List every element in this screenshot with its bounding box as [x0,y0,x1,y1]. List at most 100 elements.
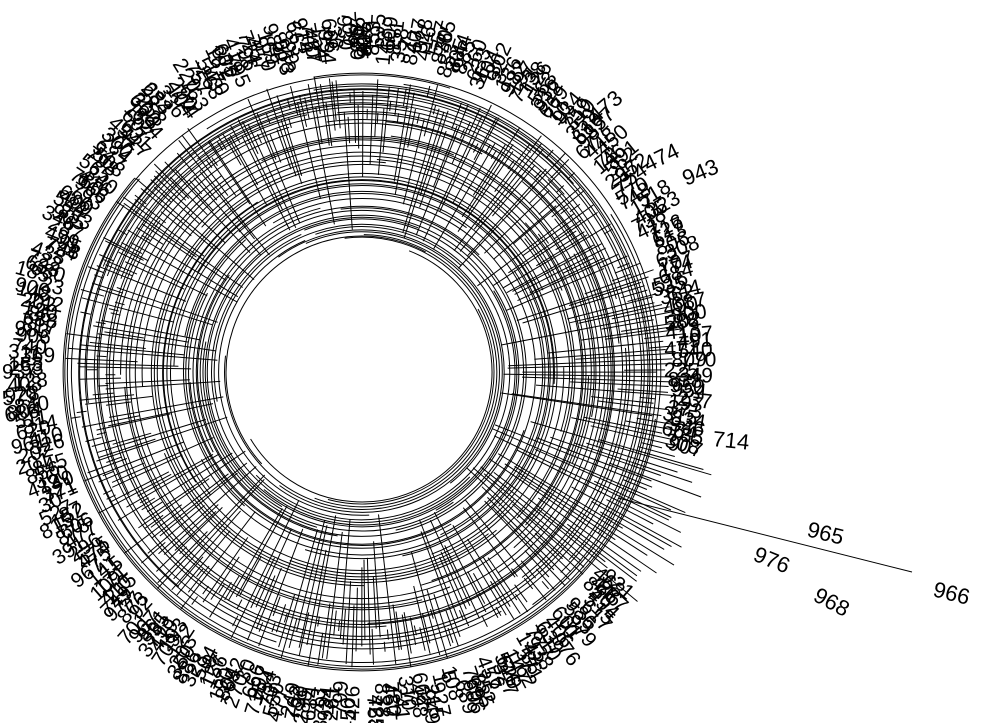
tip-branch [497,453,623,529]
tip-branch [87,266,104,274]
tip-branch [99,254,114,262]
tip-branch [369,94,374,165]
tip-branch [461,127,521,218]
tip-branch [116,287,218,323]
tip-branch [127,229,239,298]
tip-label-clutter: 450 [336,697,360,723]
tip-label-clutter: 408 [7,372,43,397]
tip-label-clutter: 602 [407,671,435,709]
branch-arc [86,95,390,404]
tip-branch [514,247,606,295]
tip-branch [96,413,171,431]
tip-branch [492,506,555,571]
branch-arc [337,111,624,578]
tip-branch [462,507,516,578]
tip-branch [89,341,146,349]
tip-branch [394,88,399,116]
tip-branch [321,603,331,659]
tip-branch [583,416,663,434]
tip-branch [389,100,392,111]
branch-arc [129,139,595,605]
tip-branch [603,228,613,235]
tip-label-clutter: 311 [8,340,42,364]
tip-branch [363,559,366,641]
tip-branch [239,555,262,597]
tip-branch [457,151,514,232]
tip-branch [196,568,204,578]
tip-label-clutter: 241 [388,684,414,721]
tip-label-965: 965 [805,517,847,550]
tip-branch [193,177,261,256]
tip-branch [257,133,262,144]
tip-branch [502,223,611,289]
tip-branch [440,551,467,610]
tip-branch [137,453,214,497]
tree-branches [62,72,712,672]
tip-branch [173,478,265,580]
tip-branch [460,128,465,139]
tip-branch [505,268,605,312]
tip-branch [142,450,246,522]
tip-branch [139,497,149,504]
tip-branch [126,453,220,508]
tip-branch [488,458,657,574]
tip-label-clutter: 289 [289,688,317,723]
tip-branch [103,259,138,275]
tip-label-clutter: 838 [370,682,394,718]
tip-label-clutter: 215 [347,17,370,52]
tip-label-clutter: 203 [351,22,375,57]
tip-branch [157,531,208,584]
tip-branch [80,289,105,297]
tip-branch [473,117,497,161]
tip-branch [402,88,407,107]
tip-branch [108,403,214,427]
tip-branch [313,76,321,115]
tip-branch [104,240,144,261]
tip-branch [306,549,327,646]
branch-arc [199,209,525,531]
tip-branch [421,612,431,644]
tip-branch [520,560,537,579]
tip-branch [258,622,264,632]
tip-branch [513,186,581,245]
root-arc [250,250,493,503]
tip-branch [307,84,335,225]
tip-branch [591,396,654,404]
tip-branch [209,581,232,618]
tip-branch [67,347,218,361]
tip-branch [590,425,679,447]
tip-branch [636,417,679,426]
branch-arc [188,198,536,546]
branch-arc [195,205,480,537]
tip-branch [556,185,565,193]
tip-label-clutter: 906 [15,323,52,349]
tip-branch [586,442,678,473]
tip-branch [211,157,218,166]
tip-branch [296,520,326,632]
tip-label-clutter: 349 [677,364,713,388]
tip-branch [141,223,227,281]
tip-branch [372,576,377,629]
tip-label-clutter: 934 [314,685,340,722]
tip-branch [508,211,598,274]
tip-branch [319,84,330,146]
tip-branch [304,97,310,120]
tip-label-clutter: 202 [665,307,703,335]
tip-branch [98,462,145,483]
tip-label-clutter: 413 [664,318,701,345]
tip-label-clutter: 315 [661,402,699,430]
tip-label-clutter: 1 [427,670,452,687]
tip-branch [426,85,431,97]
tip-branch [171,510,241,591]
tip-label-clutter: 7 [399,689,423,704]
tip-branch [70,416,81,419]
tip-branch [91,282,124,294]
tip-branch [373,541,381,638]
tip-branch [110,471,170,503]
tip-branch [222,133,242,166]
tip-branch [611,273,631,282]
tip-branch [541,580,549,590]
branch-arc [554,218,609,448]
tip-branch [529,257,605,294]
